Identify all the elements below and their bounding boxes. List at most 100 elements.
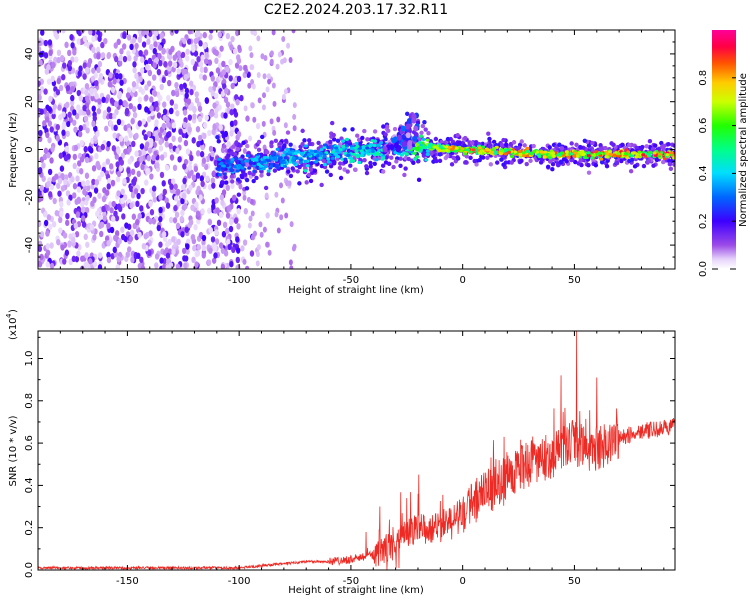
heatmap-cell [47, 168, 53, 176]
heatmap-cell [428, 144, 433, 148]
heatmap-cell [255, 260, 260, 267]
heatmap-cell [647, 153, 652, 157]
heatmap-cell [569, 141, 574, 146]
heatmap-cell [149, 173, 154, 180]
heatmap-cell [81, 221, 87, 228]
heatmap-cell [143, 49, 149, 56]
heatmap-cell [607, 150, 612, 154]
heatmap-cell [632, 164, 638, 169]
heatmap-cell [583, 155, 588, 160]
heatmap-cell [140, 187, 145, 195]
heatmap-cell [243, 208, 248, 215]
heatmap-cell [226, 205, 231, 212]
colorbar-tick-label: 0.0 [698, 261, 709, 277]
heatmap-cell [492, 146, 497, 151]
heatmap-cell [85, 95, 90, 102]
heatmap-cell [463, 159, 469, 165]
heatmap-cell [158, 94, 163, 102]
heatmap-cell [132, 111, 138, 119]
heatmap-cell [182, 121, 187, 129]
heatmap-cell [281, 35, 286, 42]
heatmap-cell [120, 233, 126, 241]
heatmap-cell [285, 130, 291, 135]
heatmap-cell [82, 35, 88, 43]
heatmap-cell [236, 192, 242, 197]
heatmap-cell [141, 30, 146, 37]
heatmap-cell [43, 211, 48, 218]
heatmap-cell [644, 144, 649, 149]
heatmap-cell [275, 63, 280, 70]
heatmap-cell [195, 126, 201, 133]
heatmap-cell [204, 97, 209, 104]
heatmap-cell [604, 163, 610, 169]
heatmap-cell [179, 83, 184, 91]
heatmap-cell [216, 139, 221, 144]
heatmap-cell [261, 104, 266, 111]
heatmap-cell [272, 129, 277, 136]
heatmap-cell [499, 142, 505, 148]
heatmap-cell [238, 165, 243, 169]
heatmap-cell [94, 79, 99, 87]
heatmap-cell [308, 178, 314, 184]
heatmap-cell [335, 148, 340, 152]
heatmap-cell [272, 168, 278, 173]
heatmap-cell [598, 146, 604, 152]
heatmap-cell [286, 42, 291, 49]
heatmap-cell [208, 33, 213, 41]
heatmap-cell [307, 152, 312, 157]
heatmap-cell [337, 161, 343, 166]
heatmap-cell [433, 136, 439, 142]
heatmap-cell [180, 231, 185, 238]
heatmap-cell [174, 195, 179, 202]
heatmap-cell [179, 215, 185, 223]
heatmap-cell [45, 230, 50, 237]
heatmap-cell [137, 231, 142, 239]
heatmap-cell [279, 214, 284, 221]
heatmap-cell [251, 83, 256, 90]
heatmap-cell [134, 150, 139, 157]
heatmap-cell [201, 252, 206, 259]
heatmap-cell [236, 75, 242, 83]
heatmap-cell [113, 42, 118, 49]
heatmap-cell [634, 145, 639, 151]
heatmap-cell [364, 170, 370, 176]
heatmap-cell [67, 240, 72, 247]
heatmap-cell [672, 143, 675, 148]
heatmap-cell [242, 194, 247, 201]
heatmap-cell [146, 154, 151, 162]
heatmap-cell [201, 244, 207, 252]
y-tick-label: 20 [24, 95, 35, 108]
heatmap-cell [75, 175, 80, 182]
heatmap-cell [285, 147, 290, 152]
heatmap-cell [224, 66, 230, 73]
heatmap-cell [175, 188, 181, 196]
heatmap-cell [106, 52, 111, 60]
heatmap-cell [116, 118, 122, 126]
heatmap-cell [611, 142, 616, 147]
heatmap-cell [262, 73, 267, 80]
heatmap-cell [169, 154, 175, 161]
heatmap-cell [110, 253, 115, 260]
heatmap-cell [252, 169, 257, 173]
heatmap-cell [127, 246, 132, 253]
heatmap-cell [226, 141, 231, 148]
heatmap-cell [242, 148, 247, 155]
heatmap-cell [57, 104, 62, 111]
heatmap-cell [52, 30, 57, 34]
heatmap-cell [234, 94, 239, 101]
heatmap-cell [653, 153, 658, 158]
heatmap-cell [543, 150, 548, 154]
heatmap-cell [254, 158, 259, 162]
heatmap-cell [177, 136, 183, 143]
heatmap-cell [154, 253, 160, 260]
heatmap-cell [345, 169, 350, 174]
heatmap-cell [591, 158, 596, 163]
heatmap-cell [216, 219, 222, 227]
heatmap-cell [91, 178, 96, 186]
heatmap-cell [214, 49, 219, 57]
heatmap-cell [60, 244, 65, 251]
heatmap-cell [283, 164, 288, 168]
heatmap-cell [68, 258, 73, 266]
heatmap-cell [45, 249, 51, 256]
